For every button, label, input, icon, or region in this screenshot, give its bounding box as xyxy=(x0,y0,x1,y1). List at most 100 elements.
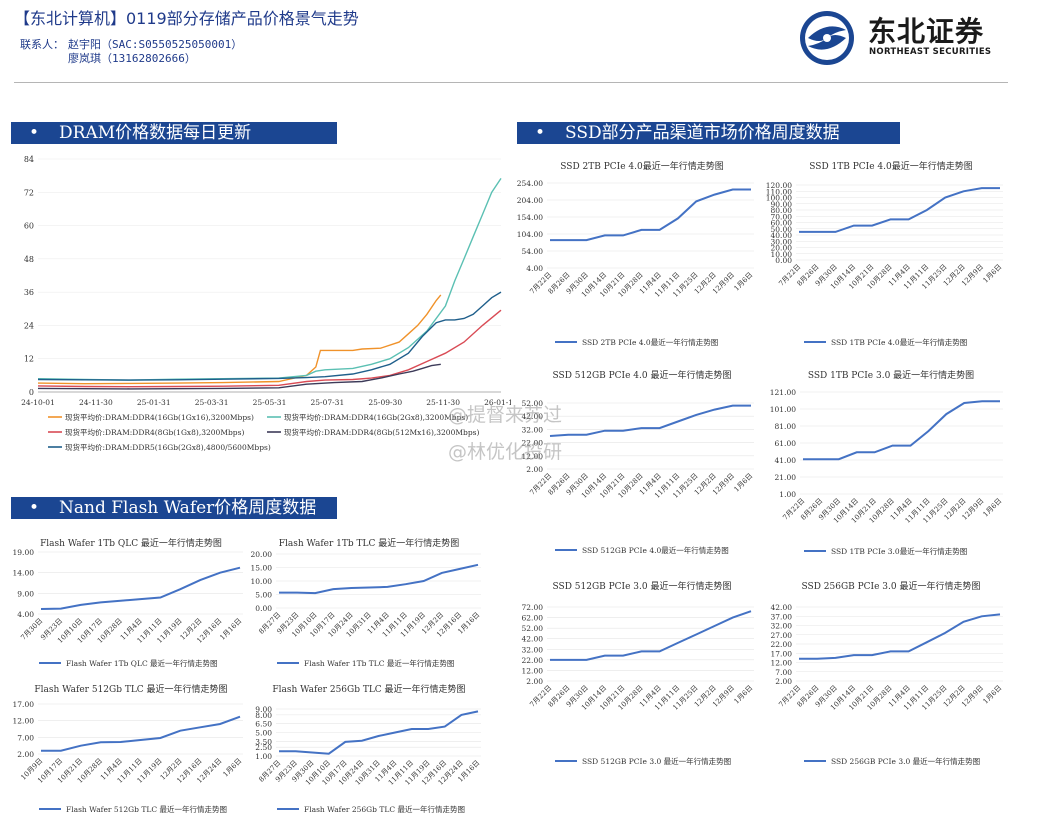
y-tick-label: 32.00 xyxy=(771,622,793,631)
y-tick-label: 104.00 xyxy=(517,230,543,239)
chart-title: Flash Wafer 1Tb QLC 最近一年行情走势图 xyxy=(40,537,222,549)
chart-title: SSD 256GB PCIe 3.0 最近一年行情走势图 xyxy=(802,580,981,592)
ssd-256gb-pcie3-chart: SSD 256GB PCIe 3.0 最近一年行情走势图 2.007.0012.0… xyxy=(771,580,1004,766)
x-tick-label: 26-01-18 xyxy=(484,398,511,407)
header-divider xyxy=(14,82,1008,83)
x-tick-label: 25-03-31 xyxy=(195,398,229,407)
y-tick-label: 4.00 xyxy=(17,610,34,619)
y-tick-label: 61.00 xyxy=(775,439,797,448)
x-tick-label: 24-10-01 xyxy=(21,398,55,407)
y-tick-label: 9.00 xyxy=(255,705,272,714)
y-tick-label: 60.00 xyxy=(771,219,793,228)
x-tick-label: 24-11-30 xyxy=(79,398,113,407)
y-tick-label: 7.00 xyxy=(775,668,792,677)
y-tick-label: 24 xyxy=(24,321,34,330)
series-line xyxy=(803,400,1000,461)
legend-label: Flash Wafer 256Gb TLC 最近一年行情走势图 xyxy=(304,804,465,814)
x-tick-label: 1月6日 xyxy=(982,263,1004,285)
legend-label: 现货平均价:DRAM:DDR4(16Gb(1Gx16),3200Mbps) xyxy=(65,412,254,422)
flash-wafer-1tb-tlc-chart: Flash Wafer 1Tb TLC 最近一年行情走势图 0.00 5.00 10.… xyxy=(251,537,482,668)
y-tick-label: 48 xyxy=(24,255,34,264)
section-nand-banner: • Nand Flash Wafer价格周度数据 xyxy=(11,497,337,519)
y-tick-label: 6.50 xyxy=(255,720,272,729)
logo-subtext: NORTHEAST SECURITIES xyxy=(869,47,992,57)
y-tick-label: 42.00 xyxy=(771,603,793,612)
chart-title: SSD 512GB PCIe 3.0 最近一年行情走势图 xyxy=(553,580,732,592)
x-tick-label: 1月6日 xyxy=(222,757,244,779)
y-tick-label: 72.00 xyxy=(522,603,544,612)
flash-wafer-256gb-tlc-chart: Flash Wafer 256Gb TLC 最近一年行情走势图 1.002.503… xyxy=(255,683,481,814)
y-tick-label: 22.00 xyxy=(522,656,544,665)
x-tick-label: 1月6日 xyxy=(982,684,1004,706)
legend-label: SSD 256GB PCIe 3.0 最近一年行情走势图 xyxy=(831,756,980,766)
legend-label: 现货平均价:DRAM:DDR4(8Gb(1Gx8),3200Mbps) xyxy=(65,427,244,437)
y-tick-label: 254.00 xyxy=(517,179,543,188)
y-tick-label: 81.00 xyxy=(775,422,797,431)
y-tick-label: 12.00 xyxy=(522,666,544,675)
x-tick-label: 25-11-30 xyxy=(426,398,460,407)
series-line xyxy=(37,178,502,381)
ssd-512gb-pcie4-chart: SSD 512GB PCIe 4.0 最近一年行情走势图 2.00 12.00 22.… xyxy=(522,369,755,555)
watermark: @提督来苏过 xyxy=(448,404,563,426)
series-line xyxy=(41,715,241,752)
x-tick-label: 25-07-31 xyxy=(311,398,345,407)
legend-label: SSD 1TB PCIe 3.0最近一年行情走势图 xyxy=(831,546,967,556)
y-tick-label: 7.00 xyxy=(17,733,34,742)
y-tick-label: 32.00 xyxy=(522,425,544,434)
bullet: • xyxy=(535,123,546,143)
y-tick-label: 54.00 xyxy=(522,247,544,256)
y-tick-label: 52.00 xyxy=(522,624,544,633)
y-tick-label: 50.00 xyxy=(771,225,793,234)
series-line xyxy=(37,309,502,388)
ssd-2tb-pcie4-chart: SSD 2TB PCIe 4.0最近一年行情走势图 4.00 54.00 104.00… xyxy=(517,160,755,347)
y-tick-label: 12.00 xyxy=(13,717,35,726)
watermark: @林优化投研 xyxy=(448,441,563,463)
y-tick-label: 2.00 xyxy=(526,465,543,474)
y-tick-label: 84 xyxy=(24,155,34,164)
legend-label: SSD 512GB PCIe 4.0最近一年行情走势图 xyxy=(582,545,729,555)
y-tick-label: 2.00 xyxy=(17,750,34,759)
y-tick-label: 121.00 xyxy=(770,388,796,397)
y-tick-label: 12 xyxy=(24,355,34,364)
x-tick-label: 1月6日 xyxy=(733,472,755,494)
y-tick-label: 110.00 xyxy=(766,187,792,196)
y-tick-label: 42.00 xyxy=(522,412,544,421)
dram-price-chart: 0 12 24 36 48 60 72 84 24-10-01 24-11-30 25-01-31 2… xyxy=(21,155,511,452)
y-tick-label: 37.00 xyxy=(771,612,793,621)
y-tick-label: 120.00 xyxy=(766,181,792,190)
series-line xyxy=(799,613,1001,660)
y-tick-label: 1.00 xyxy=(779,490,796,499)
y-tick-label: 8.00 xyxy=(255,711,272,720)
y-tick-label: 0 xyxy=(29,388,34,397)
ssd-512gb-pcie3-chart: SSD 512GB PCIe 3.0 最近一年行情走势图 2.00 12.0022.… xyxy=(522,580,755,766)
y-tick-label: 27.00 xyxy=(771,631,793,640)
section-dram-banner: • DRAM价格数据每日更新 xyxy=(11,122,337,144)
y-tick-label: 21.00 xyxy=(775,473,797,482)
y-tick-label: 42.00 xyxy=(522,635,544,644)
legend-label: Flash Wafer 1Tb QLC 最近一年行情走势图 xyxy=(66,658,218,668)
legend-label: SSD 1TB PCIe 4.0最近一年行情走势图 xyxy=(831,337,967,347)
y-tick-label: 70.00 xyxy=(771,212,793,221)
y-tick-label: 3.50 xyxy=(255,737,272,746)
y-tick-label: 62.00 xyxy=(522,614,544,623)
bullet: • xyxy=(29,498,40,518)
flash-wafer-512gb-tlc-chart: Flash Wafer 512Gb TLC 最近一年行情走势图 2.00 7.00 1… xyxy=(13,683,244,814)
y-tick-label: 41.00 xyxy=(775,456,797,465)
y-tick-label: 72 xyxy=(24,188,34,197)
y-tick-label: 17.00 xyxy=(13,700,35,709)
y-tick-label: 0.00 xyxy=(255,604,272,613)
chart-title: SSD 1TB PCIe 4.0最近一年行情走势图 xyxy=(809,160,972,172)
legend-label: Flash Wafer 1Tb TLC 最近一年行情走势图 xyxy=(304,658,454,668)
y-tick-label: 17.00 xyxy=(771,649,793,658)
y-tick-label: 2.50 xyxy=(255,743,272,752)
y-tick-label: 10.00 xyxy=(251,577,273,586)
y-tick-label: 19.00 xyxy=(13,548,35,557)
y-tick-label: 90.00 xyxy=(771,200,793,209)
x-tick-label: 1月6日 xyxy=(982,497,1004,519)
y-tick-label: 40.00 xyxy=(771,231,793,240)
y-tick-label: 4.00 xyxy=(526,264,543,273)
ssd-1tb-pcie4-chart: SSD 1TB PCIe 4.0最近一年行情走势图 0.0010.0020.003… xyxy=(766,160,1004,347)
x-tick-label: 1月6日 xyxy=(733,271,755,293)
series-line xyxy=(550,188,751,242)
legend-label: 现货平均价:DRAM:DDR5(16Gb(2Gx8),4800/5600Mbps… xyxy=(65,442,271,452)
